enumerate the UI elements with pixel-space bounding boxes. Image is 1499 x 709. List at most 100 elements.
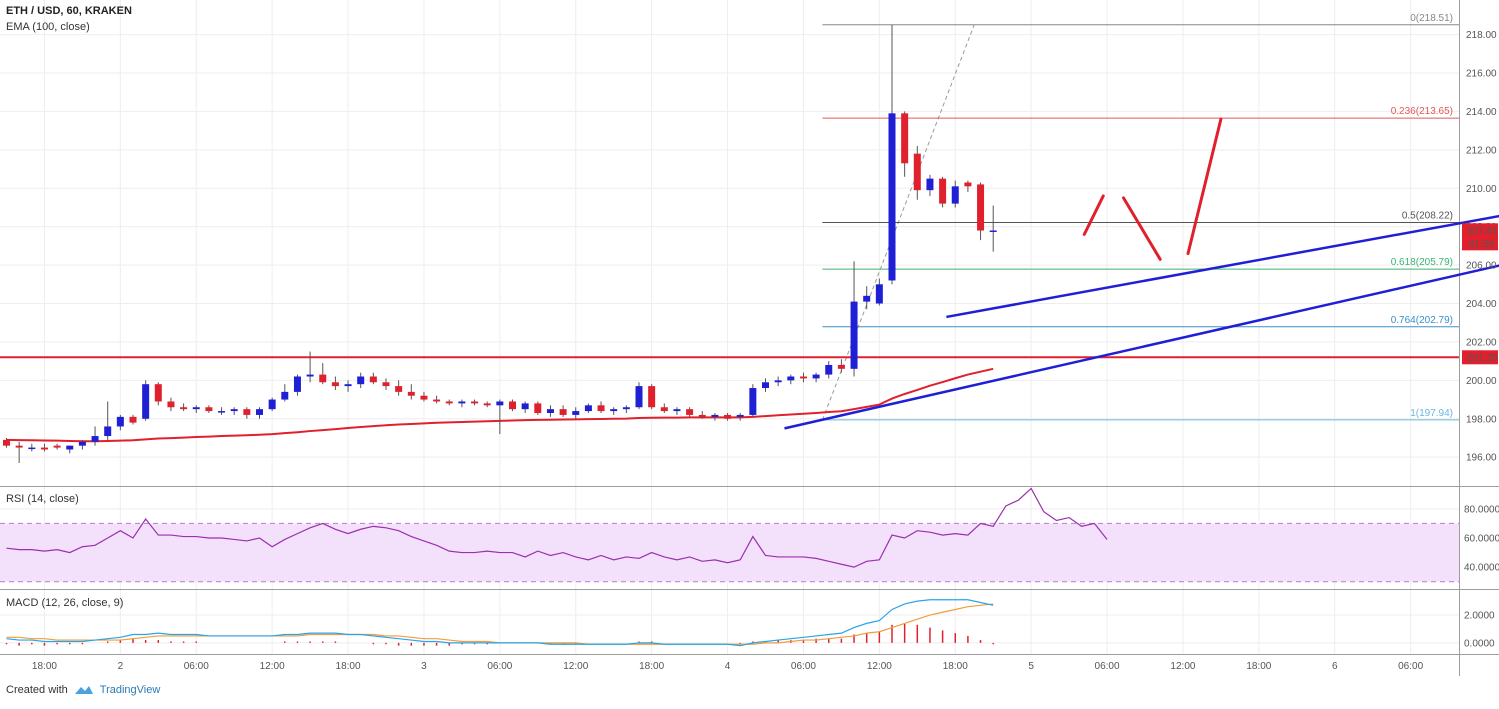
candle[interactable] (964, 180, 972, 193)
candle-body[interactable] (28, 447, 36, 450)
candle-body[interactable] (167, 401, 175, 408)
candle-body[interactable] (331, 382, 339, 387)
candle[interactable] (407, 384, 415, 400)
candle-body[interactable] (812, 374, 820, 379)
candle[interactable] (281, 384, 289, 402)
candle-body[interactable] (471, 401, 479, 404)
candle-body[interactable] (3, 439, 10, 446)
candle-body[interactable] (256, 409, 263, 415)
trendline-1[interactable] (784, 261, 1499, 430)
candle-body[interactable] (597, 405, 605, 412)
candle[interactable] (167, 397, 175, 412)
candle-body[interactable] (749, 388, 757, 415)
candle-body[interactable] (66, 445, 74, 450)
projection-segment[interactable] (1082, 194, 1105, 236)
candle[interactable] (53, 443, 61, 450)
candle[interactable] (129, 414, 137, 425)
candle-body[interactable] (939, 178, 947, 204)
candle[interactable] (837, 359, 845, 373)
candle[interactable] (256, 407, 263, 419)
candle[interactable] (40, 443, 48, 452)
candle-body[interactable] (926, 178, 934, 191)
candle-body[interactable] (951, 186, 959, 204)
candle-body[interactable] (850, 301, 858, 369)
candle-body[interactable] (369, 376, 377, 383)
candle-body[interactable] (546, 409, 554, 414)
candle[interactable] (496, 399, 504, 435)
candle-body[interactable] (129, 416, 137, 423)
candle-body[interactable] (205, 407, 213, 412)
candle[interactable] (584, 403, 592, 414)
candle-body[interactable] (875, 284, 883, 304)
candle[interactable] (471, 399, 479, 406)
candle-body[interactable] (736, 414, 744, 417)
fibonacci-retracement[interactable]: 0(218.51) 0.236(213.65) 0.5(208.22) 0.618(2… (821, 13, 1459, 421)
candle[interactable] (192, 405, 200, 414)
candle[interactable] (610, 407, 618, 415)
candle[interactable] (293, 374, 301, 396)
candle-body[interactable] (622, 407, 630, 410)
candle[interactable] (433, 395, 441, 404)
candle-body[interactable] (433, 399, 441, 402)
candle-body[interactable] (584, 405, 592, 412)
candle[interactable] (825, 361, 833, 379)
candle-body[interactable] (825, 364, 833, 375)
candle-body[interactable] (559, 409, 567, 415)
candle[interactable] (3, 437, 10, 448)
candle[interactable] (926, 174, 934, 196)
candle-body[interactable] (15, 445, 23, 448)
candle[interactable] (572, 407, 580, 419)
candle-body[interactable] (243, 409, 251, 415)
candle-body[interactable] (521, 403, 529, 410)
candle-body[interactable] (319, 374, 327, 383)
candle-body[interactable] (218, 411, 226, 413)
candle[interactable] (395, 380, 403, 396)
trendline-2[interactable] (946, 214, 1499, 319)
candle-body[interactable] (837, 364, 845, 369)
candle-body[interactable] (572, 411, 580, 415)
candle[interactable] (382, 378, 390, 390)
candle[interactable] (711, 413, 719, 421)
candle-body[interactable] (306, 374, 314, 377)
candle[interactable] (154, 382, 162, 406)
candle[interactable] (875, 278, 883, 306)
candle-body[interactable] (509, 401, 516, 410)
candle-body[interactable] (53, 445, 61, 448)
candle[interactable] (597, 401, 605, 414)
candle-body[interactable] (420, 395, 428, 400)
candle[interactable] (559, 405, 567, 417)
candle-body[interactable] (673, 409, 681, 412)
candle-body[interactable] (192, 407, 200, 410)
candle-body[interactable] (104, 426, 112, 437)
candle[interactable] (774, 376, 782, 387)
candle[interactable] (91, 426, 99, 446)
candle-body[interactable] (964, 182, 972, 187)
candle[interactable] (521, 401, 529, 414)
candle-body[interactable] (407, 391, 415, 396)
candle-body[interactable] (445, 401, 453, 404)
candle[interactable] (913, 145, 921, 200)
candle[interactable] (635, 382, 643, 410)
candle[interactable] (749, 384, 757, 417)
candle-body[interactable] (610, 409, 618, 412)
candle[interactable] (78, 439, 86, 450)
candle[interactable] (888, 24, 896, 285)
candle-body[interactable] (711, 414, 719, 417)
candle[interactable] (977, 182, 985, 241)
candle-body[interactable] (660, 407, 668, 412)
projection-segment[interactable] (1186, 117, 1223, 256)
candle-body[interactable] (78, 441, 86, 446)
candle-body[interactable] (977, 184, 985, 231)
candle-body[interactable] (180, 407, 188, 410)
candle-body[interactable] (698, 414, 706, 417)
candle[interactable] (698, 411, 706, 419)
candle-body[interactable] (395, 386, 403, 392)
candle[interactable] (901, 111, 909, 177)
candle[interactable] (534, 401, 542, 415)
candle[interactable] (306, 351, 314, 383)
candle[interactable] (357, 372, 365, 389)
candle-body[interactable] (648, 386, 656, 408)
candle[interactable] (458, 399, 466, 408)
candle-body[interactable] (787, 376, 795, 381)
